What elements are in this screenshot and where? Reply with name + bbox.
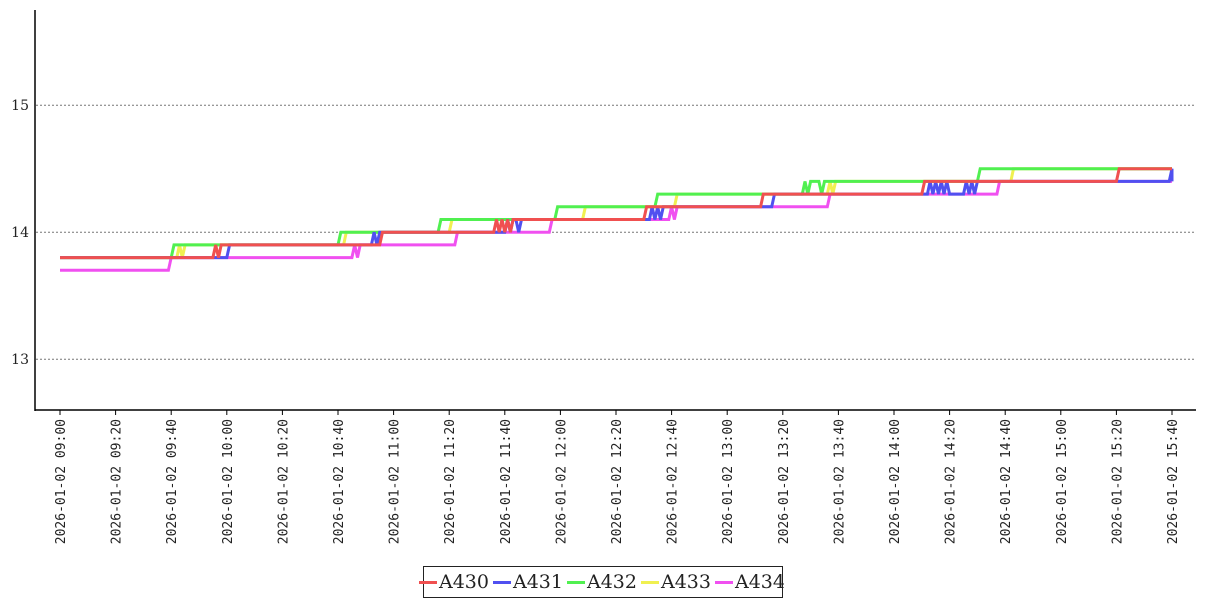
legend-item-a433: A433 <box>641 571 713 593</box>
x-tick-label: 2026-01-02 15:40 <box>1166 419 1181 544</box>
x-tick-label: 2026-01-02 12:00 <box>554 419 569 544</box>
legend-item-a434: A434 <box>715 571 787 593</box>
y-tick-labels: 13 14 15 <box>11 98 29 368</box>
x-tick-label: 2026-01-02 13:40 <box>832 419 847 544</box>
x-tick-label: 2026-01-02 12:20 <box>610 419 625 544</box>
x-tick-label: 2026-01-02 09:40 <box>165 419 180 544</box>
legend-item-a430: A430 <box>419 571 491 593</box>
legend-swatch <box>641 580 659 584</box>
legend-swatch <box>567 580 585 584</box>
series-line-a432 <box>60 167 1172 260</box>
grid-lines <box>36 104 1196 360</box>
y-tick-label: 15 <box>11 98 29 114</box>
legend-swatch <box>493 580 511 584</box>
series-line-a433 <box>60 167 1172 260</box>
series-line-a430 <box>60 167 1172 260</box>
legend-swatch <box>419 580 437 584</box>
x-tick-labels: 2026-01-02 09:00 2026-01-02 09:20 2026-01-… <box>54 410 1181 544</box>
x-tick-label: 2026-01-02 13:00 <box>721 419 736 544</box>
x-tick-label: 2026-01-02 14:40 <box>999 419 1014 544</box>
x-tick-label: 2026-01-02 09:00 <box>54 419 69 544</box>
legend-item-a432: A432 <box>567 571 639 593</box>
x-tick-label: 2026-01-02 10:20 <box>276 419 291 544</box>
axes <box>34 10 1196 411</box>
legend-label: A433 <box>661 571 711 593</box>
x-tick-label: 2026-01-02 13:20 <box>777 419 792 544</box>
x-tick-label: 2026-01-02 11:00 <box>388 419 403 544</box>
x-tick-label: 2026-01-02 09:20 <box>110 419 125 544</box>
x-tick-label: 2026-01-02 15:20 <box>1110 419 1125 544</box>
legend: A430 A431 A432 A433 A434 <box>419 566 785 598</box>
x-tick-label: 2026-01-02 12:40 <box>666 419 681 544</box>
x-tick-label: 2026-01-02 15:00 <box>1055 419 1070 544</box>
legend-label: A432 <box>587 571 637 593</box>
legend-label: A434 <box>735 571 785 593</box>
x-tick-label: 2026-01-02 10:40 <box>332 419 347 544</box>
series-layer <box>60 167 1174 272</box>
y-tick-label: 14 <box>11 225 29 241</box>
x-tick-label: 2026-01-02 14:00 <box>888 419 903 544</box>
x-tick-label: 2026-01-02 14:20 <box>944 419 959 544</box>
legend-swatch <box>715 580 733 584</box>
y-tick-label: 13 <box>11 352 29 368</box>
x-tick-label: 2026-01-02 11:20 <box>443 419 458 544</box>
x-tick-label: 2026-01-02 11:40 <box>499 419 514 544</box>
x-tick-label: 2026-01-02 10:00 <box>221 419 236 544</box>
legend-item-a431: A431 <box>493 571 565 593</box>
legend-label: A430 <box>439 571 489 593</box>
legend-label: A431 <box>513 571 563 593</box>
